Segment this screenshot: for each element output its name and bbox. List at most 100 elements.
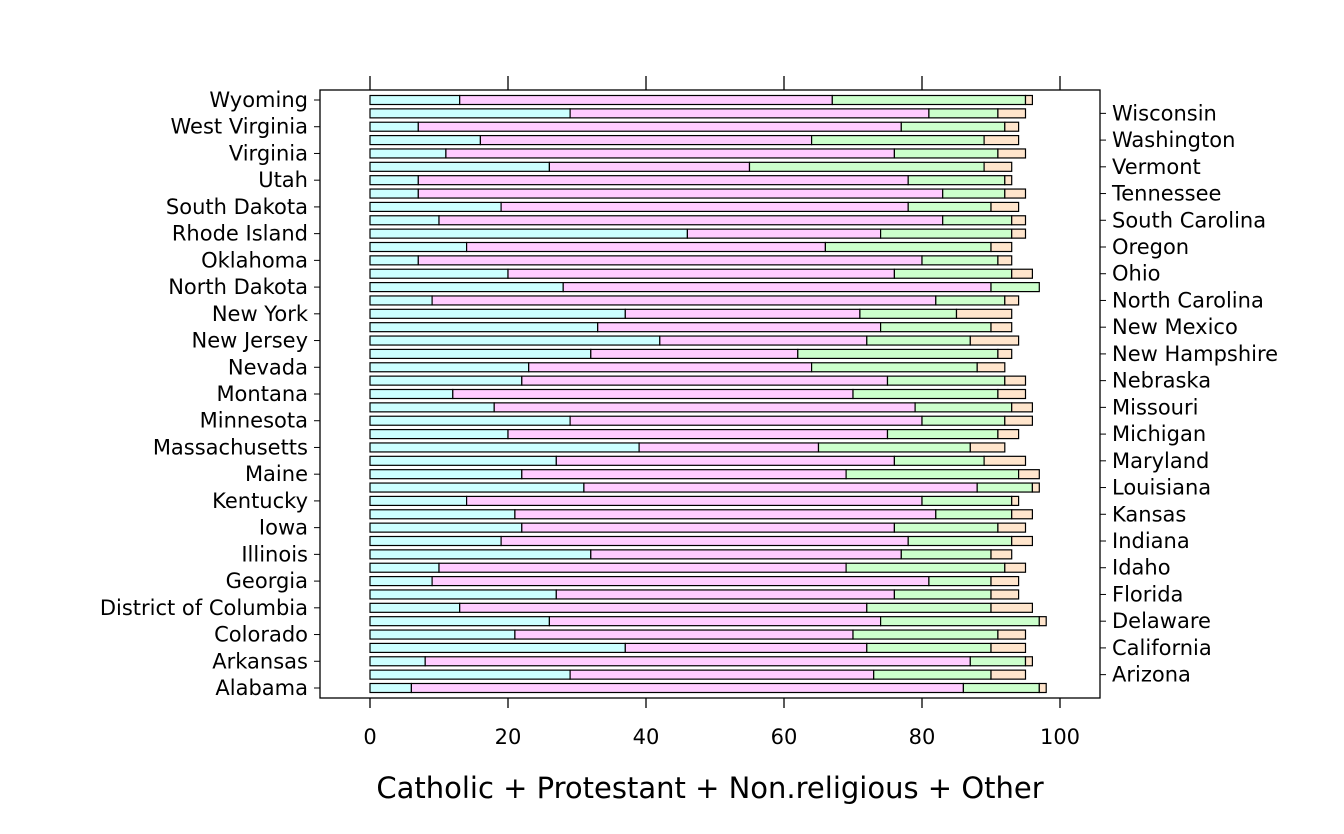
- bar-segment-protestant: [452, 388, 854, 400]
- bar-segment-non-religious: [900, 549, 992, 560]
- bar-segment-other: [1004, 188, 1027, 199]
- bar-segment-protestant: [569, 108, 930, 119]
- bar-segment-catholic: [369, 428, 509, 440]
- bar-segment-non-religious: [866, 602, 992, 613]
- bar-segment-other: [1038, 682, 1047, 694]
- category-label: New Hampshire: [1112, 342, 1278, 366]
- bar-segment-catholic: [369, 188, 419, 199]
- bar-segment-other: [1011, 228, 1027, 239]
- bar-segment-catholic: [369, 255, 419, 266]
- category-label: Maine: [245, 462, 308, 486]
- category-label: South Dakota: [166, 195, 308, 219]
- bar-segment-protestant: [597, 322, 882, 333]
- bar-segment-non-religious: [824, 241, 992, 253]
- bar-segment-protestant: [417, 188, 944, 199]
- category-label: Missouri: [1112, 395, 1198, 419]
- bar-segment-catholic: [369, 322, 599, 333]
- category-label: Oregon: [1112, 235, 1189, 259]
- bar-segment-catholic: [369, 549, 592, 560]
- bar-segment-non-religious: [928, 108, 999, 119]
- x-tick-label: 40: [633, 725, 660, 749]
- bar-segment-protestant: [438, 562, 847, 573]
- bar-segment-other: [1017, 469, 1040, 480]
- bar-segment-protestant: [624, 308, 861, 319]
- bar-segment-catholic: [369, 495, 468, 507]
- bar-segment-protestant: [459, 94, 833, 106]
- bar-segment-protestant: [500, 201, 909, 213]
- bar-segment-protestant: [514, 509, 937, 520]
- bar-segment-non-religious: [921, 415, 1006, 426]
- bar-segment-non-religious: [845, 469, 1020, 480]
- bar-segment-catholic: [369, 415, 571, 426]
- category-label: Minnesota: [200, 409, 308, 433]
- bar-segment-other: [997, 255, 1013, 266]
- bar-segment-catholic: [369, 616, 550, 627]
- bar-segment-other: [990, 201, 1020, 213]
- bar-segment-non-religious: [886, 375, 1006, 386]
- bar-segment-catholic: [369, 602, 461, 613]
- bars-group: [369, 94, 1047, 694]
- bar-segment-catholic: [369, 455, 557, 466]
- bar-segment-non-religious: [893, 148, 999, 159]
- bar-segment-protestant: [466, 241, 826, 253]
- bar-segment-catholic: [369, 402, 495, 413]
- bar-segment-catholic: [369, 161, 550, 172]
- bar-segment-other: [990, 549, 1013, 560]
- bar-segment-other: [997, 388, 1027, 400]
- category-label: Illinois: [241, 542, 308, 566]
- bar-segment-other: [983, 455, 1027, 466]
- x-tick-label: 100: [1040, 725, 1080, 749]
- x-tick-label: 0: [363, 725, 376, 749]
- bar-segment-other: [1011, 268, 1034, 279]
- category-label: Alabama: [215, 676, 308, 700]
- bar-segment-other: [990, 589, 1020, 600]
- bar-segment-catholic: [369, 121, 419, 132]
- category-label: Massachusetts: [153, 435, 308, 459]
- bar-segment-catholic: [369, 201, 502, 213]
- bar-segment-catholic: [369, 335, 661, 346]
- bar-segment-non-religious: [797, 348, 999, 360]
- category-label: New Jersey: [191, 329, 308, 353]
- bar-segment-non-religious: [845, 562, 1006, 573]
- category-label: Utah: [258, 168, 308, 192]
- bar-segment-non-religious: [976, 482, 1034, 493]
- bar-segment-other: [997, 428, 1020, 440]
- bar-segment-catholic: [369, 522, 523, 533]
- bar-segment-non-religious: [879, 322, 992, 333]
- category-label: Indiana: [1112, 529, 1190, 553]
- bar-segment-non-religious: [969, 656, 1027, 667]
- x-axis-label: Catholic + Protestant + Non.religious + …: [376, 771, 1043, 805]
- bar-segment-non-religious: [893, 455, 985, 466]
- bar-segment-catholic: [369, 656, 426, 667]
- bar-segment-non-religious: [921, 495, 1013, 507]
- bar-segment-non-religious: [990, 281, 1040, 293]
- bar-segment-non-religious: [831, 94, 1027, 106]
- bar-segment-catholic: [369, 348, 592, 360]
- category-label: Arkansas: [212, 649, 308, 673]
- bar-segment-protestant: [555, 455, 895, 466]
- category-label: Vermont: [1112, 155, 1201, 179]
- category-label: Louisiana: [1112, 476, 1211, 500]
- bar-segment-non-religious: [866, 335, 971, 346]
- bar-segment-non-religious: [942, 215, 1013, 226]
- bar-segment-protestant: [438, 215, 944, 226]
- bar-segment-non-religious: [879, 228, 1013, 239]
- bar-segment-protestant: [466, 495, 923, 507]
- category-labels: Alabama Arizona Arkansas California Colorado…: [100, 88, 1278, 700]
- bar-segment-other: [969, 442, 1006, 453]
- category-label: Montana: [216, 382, 308, 406]
- bar-segment-other: [1004, 175, 1013, 186]
- category-label: California: [1112, 636, 1212, 660]
- bar-segment-protestant: [583, 482, 978, 493]
- bar-segment-other: [997, 148, 1027, 159]
- bar-segment-other: [1024, 656, 1034, 667]
- bar-segment-non-religious: [914, 402, 1013, 413]
- bar-segment-other: [1004, 295, 1020, 306]
- bar-segment-non-religious: [900, 121, 1006, 132]
- bar-segment-protestant: [431, 575, 930, 587]
- category-label: Iowa: [259, 516, 308, 540]
- bar-segment-other: [1031, 482, 1040, 493]
- bar-segment-non-religious: [893, 589, 992, 600]
- category-label: Rhode Island: [172, 222, 308, 246]
